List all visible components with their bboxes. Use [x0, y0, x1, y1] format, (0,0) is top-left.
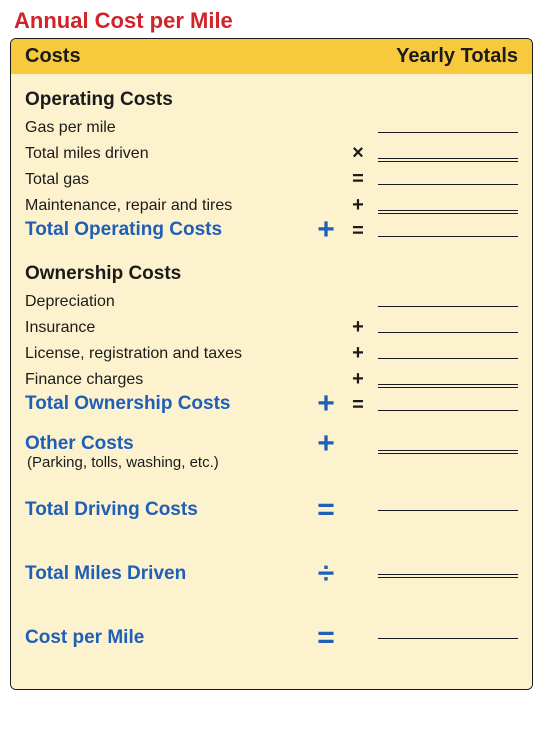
operating-total-row: Total Operating Costs + =: [25, 216, 518, 242]
ownership-item-3-row: Finance charges +: [25, 364, 518, 390]
ownership-item-0-row: Depreciation: [25, 286, 518, 312]
summary-label: Total Driving Costs: [25, 499, 308, 521]
other-costs-label: Other Costs: [25, 433, 308, 455]
fill-line: [378, 384, 518, 385]
fill-line: [378, 236, 518, 237]
operating-item-1-row: Total miles driven ×: [25, 138, 518, 164]
operating-total-label: Total Operating Costs: [25, 219, 308, 241]
worksheet-card: Costs Yearly Totals Operating Costs Gas …: [10, 38, 533, 690]
fill-line: [378, 638, 518, 639]
fill-line: [378, 210, 518, 211]
operating-title: Operating Costs: [25, 83, 308, 111]
fill-line: [378, 450, 518, 451]
fill-line: [378, 158, 518, 159]
operator-icon: +: [344, 343, 372, 363]
operating-item-3-row: Maintenance, repair and tires +: [25, 190, 518, 216]
plus-icon: +: [308, 393, 344, 415]
ownership-item-3-label: Finance charges: [25, 371, 308, 389]
header-left: Costs: [25, 45, 81, 68]
plus-icon: +: [308, 219, 344, 241]
ownership-title-row: Ownership Costs: [25, 256, 518, 286]
operator-icon: ÷: [308, 563, 344, 585]
operator-icon: +: [344, 369, 372, 389]
operator-icon: +: [344, 317, 372, 337]
summary-row-1: Total Miles Driven÷: [25, 549, 518, 599]
operating-item-3-label: Maintenance, repair and tires: [25, 197, 308, 215]
worksheet-body: Operating Costs Gas per mileTotal miles …: [11, 74, 532, 689]
operating-item-0-row: Gas per mile: [25, 112, 518, 138]
fill-line: [378, 306, 518, 307]
ownership-item-1-row: Insurance +: [25, 312, 518, 338]
equals-icon: =: [344, 221, 372, 241]
operating-item-2-label: Total gas: [25, 171, 308, 189]
other-costs-row: Other Costs +: [25, 430, 518, 456]
plus-icon: +: [308, 433, 344, 455]
page-title: Annual Cost per Mile: [14, 8, 533, 34]
ownership-item-1-label: Insurance: [25, 319, 308, 337]
ownership-total-row: Total Ownership Costs + =: [25, 390, 518, 416]
operating-item-0-label: Gas per mile: [25, 119, 308, 137]
header-row: Costs Yearly Totals: [11, 39, 532, 74]
ownership-item-2-label: License, registration and taxes: [25, 345, 308, 363]
fill-line: [378, 574, 518, 575]
operating-title-row: Operating Costs: [25, 82, 518, 112]
ownership-total-label: Total Ownership Costs: [25, 393, 308, 415]
operating-item-2-row: Total gas =: [25, 164, 518, 190]
operator-icon: =: [308, 499, 344, 521]
ownership-item-2-row: License, registration and taxes +: [25, 338, 518, 364]
summary-row-0: Total Driving Costs=: [25, 485, 518, 535]
operator-icon: =: [344, 169, 372, 189]
operator-icon: ×: [344, 143, 372, 163]
ownership-title: Ownership Costs: [25, 257, 308, 285]
equals-icon: =: [344, 395, 372, 415]
other-costs-note: (Parking, tolls, washing, etc.): [25, 454, 518, 471]
ownership-item-0-label: Depreciation: [25, 293, 308, 311]
operator-icon: +: [344, 195, 372, 215]
fill-line: [378, 358, 518, 359]
fill-line: [378, 332, 518, 333]
fill-line: [378, 410, 518, 411]
summary-label: Total Miles Driven: [25, 563, 308, 585]
summary-label: Cost per Mile: [25, 627, 308, 649]
header-right: Yearly Totals: [396, 45, 518, 68]
fill-line: [378, 510, 518, 511]
summary-row-2: Cost per Mile=: [25, 613, 518, 663]
operating-item-1-label: Total miles driven: [25, 145, 308, 163]
fill-line: [378, 132, 518, 133]
operator-icon: =: [308, 627, 344, 649]
fill-line: [378, 184, 518, 185]
